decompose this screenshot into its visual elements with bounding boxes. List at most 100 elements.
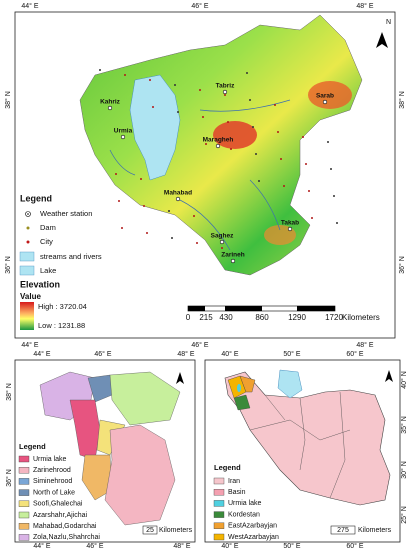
legend-icon bbox=[26, 226, 30, 230]
legend-swatch bbox=[18, 455, 30, 463]
station bbox=[149, 79, 151, 81]
station bbox=[255, 153, 257, 155]
city-label: Maragheh bbox=[203, 137, 234, 144]
legend-title: Legend bbox=[20, 193, 52, 203]
elevation-ramp bbox=[20, 302, 34, 330]
high-elevation bbox=[213, 121, 257, 149]
scale-label: 275 bbox=[337, 527, 349, 534]
scale-label: 430 bbox=[219, 313, 233, 322]
scale-unit: Kilometers bbox=[358, 527, 392, 534]
city-label: Sarab bbox=[316, 93, 334, 100]
lon-label: 50° E bbox=[283, 350, 301, 358]
legend-item: Dam bbox=[40, 223, 56, 232]
north-arrow bbox=[385, 370, 393, 382]
station bbox=[327, 141, 329, 143]
station bbox=[193, 215, 195, 217]
legend-item: Zola,Nazlu,Shahrchai bbox=[33, 534, 100, 541]
scale-unit: Kilometers bbox=[342, 313, 380, 322]
legend-item: streams and rivers bbox=[40, 252, 102, 261]
lon-label: 44° E bbox=[33, 350, 51, 358]
station bbox=[305, 163, 307, 165]
frame bbox=[14, 359, 196, 543]
lon-label: 60° E bbox=[346, 542, 364, 550]
city-marker bbox=[215, 143, 221, 149]
city-label: Saghez bbox=[211, 233, 235, 240]
elevation-low: Low : 1231.88 bbox=[38, 321, 85, 330]
legend-item: EastAzarbayjan bbox=[228, 523, 277, 530]
scale-label: 1720 bbox=[325, 313, 343, 322]
scale-label: 25 bbox=[146, 527, 154, 534]
lon-label: 46° E bbox=[191, 2, 209, 10]
urmia-lake bbox=[129, 74, 181, 181]
legend-item: Kordestan bbox=[228, 511, 260, 518]
legend-swatch bbox=[213, 533, 225, 541]
basin-map: 44° E 46° E 48° E 44° E 46° E 48° E 38° … bbox=[5, 350, 196, 550]
lon-label: 40° E bbox=[221, 350, 239, 358]
station bbox=[249, 99, 251, 101]
north-label: N bbox=[386, 19, 391, 26]
lon-label: 40° E bbox=[221, 542, 239, 550]
legend-item: Lake bbox=[40, 266, 56, 275]
legend-swatch bbox=[18, 511, 30, 519]
elevation-subtitle: Value bbox=[20, 292, 41, 301]
legend-swatch bbox=[18, 523, 30, 530]
legend-swatch bbox=[213, 522, 225, 529]
sub-basin bbox=[69, 399, 101, 461]
legend-item: Soofi,Ghalechai bbox=[33, 501, 83, 508]
legend-item: Basin bbox=[228, 489, 246, 496]
legend-item: City bbox=[40, 237, 53, 246]
legend-swatch bbox=[18, 500, 30, 507]
iran bbox=[224, 371, 391, 506]
station bbox=[280, 158, 282, 160]
station bbox=[274, 104, 276, 106]
station bbox=[121, 227, 123, 229]
station bbox=[330, 168, 332, 170]
station bbox=[115, 173, 117, 175]
lon-label: 60° E bbox=[346, 350, 364, 358]
east-azarbayjan bbox=[239, 375, 256, 393]
city-marker bbox=[175, 196, 181, 202]
lat-label: 38° N bbox=[398, 91, 406, 109]
lon-label: 50° E bbox=[283, 542, 301, 550]
station bbox=[171, 237, 173, 239]
legend: Urmia lake Zarinehrood Siminehrood North of… bbox=[18, 455, 100, 541]
legend-swatch bbox=[213, 511, 225, 518]
provinces bbox=[249, 391, 351, 499]
legend-swatch bbox=[213, 489, 225, 496]
legend-title: Legend bbox=[214, 463, 241, 472]
cities: Tabriz Sarab Kahriz Urmia Maragheh Mahabad Sag… bbox=[99, 69, 338, 264]
legend-item: North of Lake bbox=[33, 489, 75, 496]
frame bbox=[204, 359, 401, 543]
city-label: Mahabad bbox=[164, 190, 192, 197]
station bbox=[308, 190, 310, 192]
station bbox=[196, 242, 198, 244]
scale-box bbox=[330, 525, 356, 535]
station bbox=[336, 222, 338, 224]
rivers bbox=[109, 99, 291, 251]
station bbox=[152, 106, 154, 108]
sub-basin bbox=[109, 371, 181, 426]
elevation-title: Elevation bbox=[20, 279, 60, 289]
lat-label: 38° N bbox=[4, 91, 12, 109]
lon-label: 48° E bbox=[356, 341, 374, 349]
scale-unit: Kilometers bbox=[159, 527, 193, 534]
legend-swatch bbox=[18, 467, 30, 474]
frame bbox=[14, 11, 396, 339]
legend-swatch bbox=[18, 534, 30, 541]
north-arrow: N bbox=[376, 19, 391, 48]
lon-label: 48° E bbox=[356, 2, 374, 10]
lat-label: 36° N bbox=[4, 256, 12, 274]
legend-swatch bbox=[18, 489, 30, 496]
city-label: Takab bbox=[281, 220, 299, 227]
city-marker bbox=[222, 89, 228, 95]
lon-label: 44° E bbox=[21, 341, 39, 349]
city-label: Zarineh bbox=[221, 252, 245, 259]
station bbox=[118, 200, 120, 202]
lon-label: 46° E bbox=[86, 542, 104, 550]
city-marker bbox=[322, 99, 328, 105]
lat-label: 36° N bbox=[398, 256, 406, 274]
station bbox=[205, 143, 207, 145]
legend-item: Zarinehrood bbox=[33, 467, 71, 474]
lat-label: 35° N bbox=[400, 416, 408, 434]
